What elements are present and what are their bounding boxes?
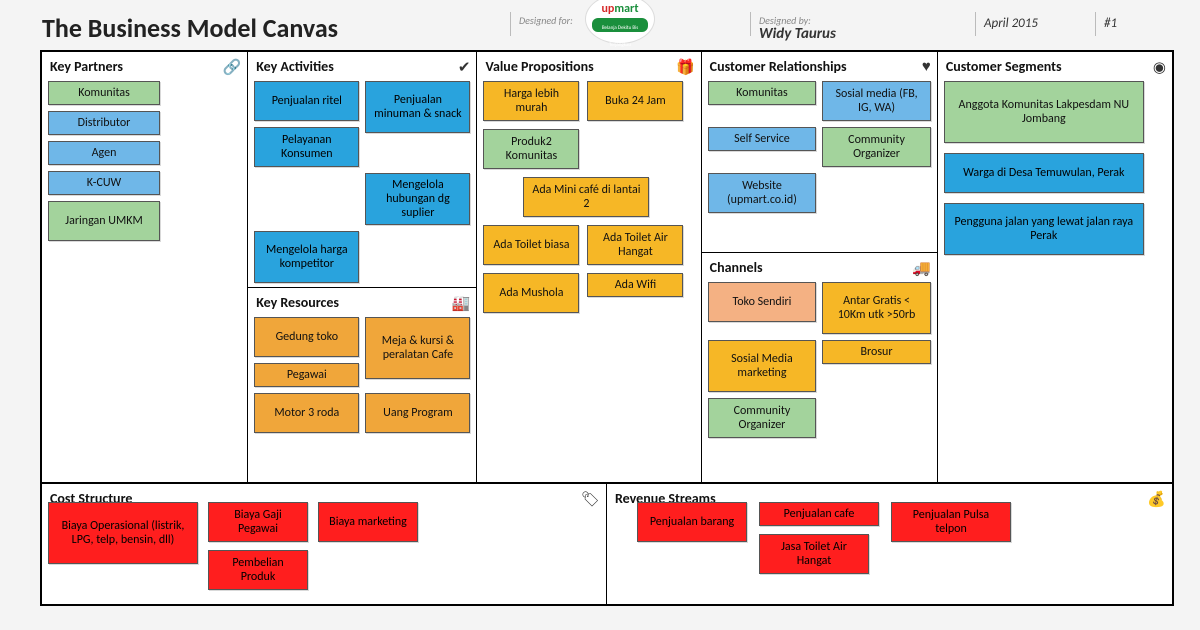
card: Ada Toilet biasa [483,225,579,265]
card: Agen [48,141,160,165]
link-icon: 🔗 [223,58,242,77]
section-middle-left: Key Activities ✔ Penjualan ritel Penjual… [248,52,477,482]
card: Mengelola harga kompetitor [254,231,359,283]
card: Community Organizer [708,398,817,438]
card: Uang Program [365,393,470,433]
card: Ada Mini café di lantai 2 [523,177,649,217]
card: Produk2 Komunitas [483,129,579,169]
card: Antar Gratis < 10Km utk >50rb [822,282,931,334]
bmc-canvas: Key Partners 🔗 Komunitas Distributor Age… [40,50,1174,606]
card: Harga lebih murah [483,81,579,121]
card: Pembelian Produk [208,550,308,590]
section-middle-right: Customer Relationships ♥ Komunitas Sosia… [702,52,938,482]
card: Penjualan barang [637,502,747,542]
card: Biaya Operasional (listrik, LPG, telp, b… [48,502,198,564]
card: K-CUW [48,171,160,195]
card: Penjualan minuman & snack [365,81,470,133]
meta-version: #1 [1095,12,1165,36]
section-key-activities: Key Activities ✔ Penjualan ritel Penjual… [248,52,476,287]
section-value-propositions: Value Propositions 🎁 Harga lebih murah B… [477,52,701,482]
section-key-partners: Key Partners 🔗 Komunitas Distributor Age… [42,52,248,482]
card: Buka 24 Jam [587,81,683,121]
section-key-resources: Key Resources 🏭 Gedung toko Meja & kursi… [248,287,476,437]
card: Sosial media (FB, IG, WA) [822,81,931,121]
card: Self Service [708,127,817,151]
header: The Business Model Canvas Designed for: … [0,0,1200,46]
card: Website (upmart.co.id) [708,173,817,213]
card: Sosial Media marketing [708,340,817,392]
page-title: The Business Model Canvas [42,12,338,44]
section-customer-segments: Customer Segments ◉ Anggota Komunitas La… [938,52,1172,482]
card: Biaya Gaji Pegawai [208,502,308,542]
card: Biaya marketing [318,502,418,542]
card: Penjualan ritel [254,81,359,121]
card: Meja & kursi & peralatan Cafe [365,317,470,379]
card: Brosur [822,340,931,364]
section-cost-structure: Cost Structure 🏷 Biaya Operasional (list… [42,484,607,606]
card: Jasa Toilet Air Hangat [759,534,869,574]
card: Pengguna jalan yang lewat jalan raya Per… [944,203,1144,255]
card: Mengelola hubungan dg suplier [365,173,470,225]
card: Community Organizer [822,127,931,167]
moneybag-icon: 💰 [1147,490,1166,509]
partners-cards: Komunitas Distributor Agen K-CUW Jaringa… [42,77,247,245]
meta-date: April 2015 [975,12,1085,36]
card: Pegawai [254,363,359,387]
card: Penjualan cafe [759,502,879,526]
card: Anggota Komunitas Lakpesdam NU Jombang [944,81,1144,143]
tag-icon: 🏷 [581,490,600,509]
meta-designed-by: Designed by: Widy Taurus [750,12,965,36]
card: Jaringan UMKM [48,201,160,241]
target-icon: ◉ [1153,58,1166,77]
check-icon: ✔ [458,58,471,77]
card: Motor 3 roda [254,393,359,433]
card: Gedung toko [254,317,359,357]
card: Ada Wifi [587,273,683,297]
card: Warga di Desa Temuwulan, Perak [944,153,1144,193]
truck-icon: 🚚 [912,259,931,278]
card: Ada Toilet Air Hangat [587,225,683,265]
section-channels: Channels 🚚 Toko Sendiri Antar Gratis < 1… [702,252,937,442]
card: Distributor [48,111,160,135]
card: Komunitas [708,81,817,105]
factory-icon: 🏭 [452,294,471,313]
card: Pelayanan Konsumen [254,127,359,167]
section-revenue-streams: Revenue Streams 💰 Penjualan barang Penju… [607,484,1172,606]
card: Toko Sendiri [708,282,817,322]
section-customer-relationships: Customer Relationships ♥ Komunitas Sosia… [702,52,937,252]
gift-icon: 🎁 [676,58,695,77]
logo: upmart Belanja Dekitu Bis Terjangkau [585,0,655,44]
card: Penjualan Pulsa telpon [891,502,1011,542]
card: Ada Mushola [483,273,579,313]
heart-icon: ♥ [922,58,931,76]
card: Komunitas [48,81,160,105]
